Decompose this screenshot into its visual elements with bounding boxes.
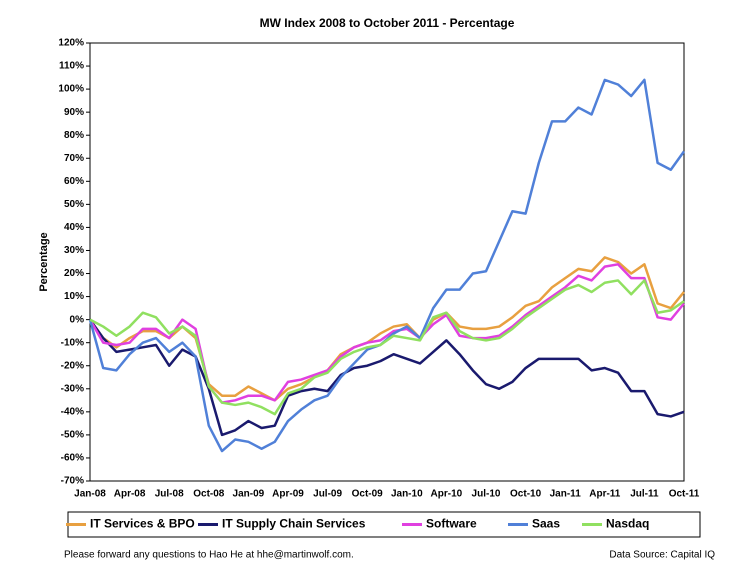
- legend-label: Nasdaq: [606, 517, 649, 531]
- x-tick-label: Oct-09: [352, 489, 384, 500]
- y-axis-label: Percentage: [38, 232, 50, 291]
- y-tick-label: -70%: [61, 476, 84, 487]
- y-tick-label: 80%: [64, 130, 84, 141]
- x-tick-label: Jul-11: [630, 489, 659, 500]
- x-tick-label: Jan-09: [233, 489, 265, 500]
- y-tick-label: 120%: [58, 38, 84, 49]
- footer-left: Please forward any questions to Hao He a…: [64, 550, 354, 561]
- y-tick-label: 110%: [59, 61, 84, 72]
- legend-label: Software: [426, 517, 477, 531]
- x-tick-label: Apr-08: [114, 489, 146, 500]
- y-tick-label: 30%: [64, 245, 84, 256]
- y-tick-label: 40%: [64, 222, 84, 233]
- x-tick-label: Jan-11: [550, 489, 582, 500]
- y-tick-label: 50%: [64, 199, 84, 210]
- y-tick-label: 90%: [64, 107, 84, 118]
- x-tick-label: Jul-08: [155, 489, 184, 500]
- y-tick-label: 70%: [64, 153, 84, 164]
- legend-label: Saas: [532, 517, 560, 531]
- chart-title: MW Index 2008 to October 2011 - Percenta…: [260, 16, 515, 30]
- x-tick-label: Apr-11: [589, 489, 621, 500]
- y-tick-label: -50%: [61, 430, 84, 441]
- plot-frame: [89, 42, 685, 482]
- y-tick-label: 60%: [64, 176, 84, 187]
- y-tick-label: 0%: [70, 314, 85, 325]
- series-line: [88, 263, 685, 404]
- y-tick-label: -40%: [61, 406, 84, 417]
- y-tick-label: -10%: [61, 337, 84, 348]
- y-tick-label: -30%: [61, 383, 84, 394]
- x-tick-label: Oct-08: [193, 489, 225, 500]
- x-tick-label: Oct-11: [669, 489, 700, 500]
- x-tick-label: Jan-10: [391, 489, 423, 500]
- y-tick-label: 20%: [64, 268, 84, 279]
- y-tick-label: 10%: [64, 291, 84, 302]
- legend-label: IT Services & BPO: [90, 517, 195, 531]
- series-line: [88, 78, 686, 453]
- x-tick-label: Apr-09: [272, 489, 304, 500]
- footer-right: Data Source: Capital IQ: [609, 550, 715, 561]
- y-tick-label: -20%: [61, 360, 84, 371]
- x-tick-label: Jul-10: [472, 489, 501, 500]
- legend-label: IT Supply Chain Services: [222, 517, 366, 531]
- y-tick-label: -60%: [61, 453, 84, 464]
- x-tick-label: Jul-09: [313, 489, 342, 500]
- series-line: [88, 318, 685, 437]
- x-tick-label: Jan-08: [74, 489, 106, 500]
- x-tick-label: Oct-10: [510, 489, 542, 500]
- x-tick-label: Apr-10: [431, 489, 463, 500]
- series-line: [89, 279, 685, 416]
- y-tick-label: 100%: [58, 84, 84, 95]
